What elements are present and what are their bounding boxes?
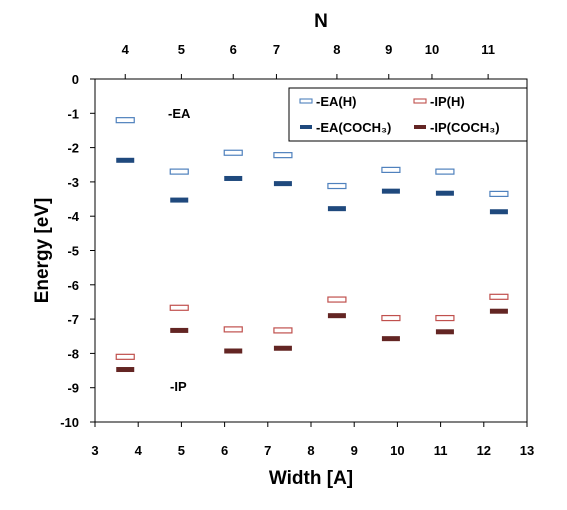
series-2-point: [327, 206, 346, 212]
y-tick-label: -4: [67, 209, 79, 224]
legend-label: -EA(H): [316, 94, 356, 109]
top-tick-label: 4: [122, 42, 130, 57]
y-tick-label: -8: [67, 346, 79, 361]
x-tick-label: 13: [520, 443, 534, 458]
x-tick-label: 5: [178, 443, 185, 458]
series-1-point: [115, 353, 135, 360]
top-tick-label: 7: [273, 42, 280, 57]
series-0-point: [435, 168, 455, 175]
series-3-point: [381, 336, 400, 342]
top-axis: 4 5 6 7 8 9 10 11: [122, 42, 495, 79]
y-tick-label: -7: [67, 312, 79, 327]
top-tick-label: 10: [425, 42, 439, 57]
series-1-point: [273, 327, 293, 334]
y-tick-label: -10: [60, 415, 79, 430]
y-tick-label: -9: [67, 381, 79, 396]
y-tick-label: 0: [72, 72, 79, 87]
legend-marker: [414, 125, 426, 129]
x-tick-label: 8: [307, 443, 314, 458]
annotation-ea: -EA: [168, 106, 191, 121]
legend: -EA(H) -IP(H) -EA(COCH₃) -IP(COCH₃): [288, 87, 528, 142]
series-0-point: [115, 117, 135, 124]
x-tick-label: 10: [390, 443, 404, 458]
y-axis: 0 -1 -2 -3 -4 -5 -6 -7 -8 -9 -10: [60, 72, 95, 430]
top-tick-label: 6: [230, 42, 237, 57]
series-3-point: [224, 348, 243, 354]
legend-marker: [299, 98, 313, 104]
y-tick-label: -6: [67, 278, 79, 293]
top-tick-label: 11: [481, 42, 495, 57]
y-axis-title: Energy [eV]: [32, 198, 53, 304]
series-3-point: [489, 308, 508, 314]
series-3-point: [116, 367, 135, 373]
series-0-point: [489, 190, 509, 198]
x-tick-label: 9: [351, 443, 358, 458]
x-tick-label: 11: [434, 443, 448, 458]
y-tick-label: -2: [67, 141, 79, 156]
annotation-ip: -IP: [170, 379, 187, 394]
x-tick-label: 3: [91, 443, 98, 458]
series-1-point: [489, 293, 509, 300]
series-3-point: [327, 313, 346, 319]
series-0-point: [381, 166, 401, 173]
series-2-point: [224, 175, 243, 181]
y-tick-label: -3: [67, 175, 79, 190]
series-2-point: [489, 209, 508, 215]
series-0-point: [327, 182, 347, 190]
series-0-point: [223, 149, 243, 156]
series-2-point: [435, 190, 454, 196]
series-2-point: [116, 157, 135, 163]
series-0-point: [169, 168, 189, 175]
legend-marker: [413, 98, 427, 104]
y-tick-label: -1: [67, 106, 79, 121]
x-tick-label: 4: [135, 443, 143, 458]
series-1-point: [435, 314, 455, 322]
x-tick-label: 7: [264, 443, 271, 458]
legend-label: -EA(COCH₃): [316, 120, 391, 135]
legend-box: [288, 87, 528, 142]
top-tick-label: 9: [385, 42, 392, 57]
legend-label: -IP(COCH₃): [430, 120, 500, 135]
top-tick-label: 8: [333, 42, 340, 57]
y-tick-label: -5: [67, 244, 79, 259]
x-axis: 3 4 5 6 7 8 9 10 11 12 13: [91, 422, 534, 458]
series-marks: [115, 117, 509, 373]
x-tick-label: 6: [221, 443, 228, 458]
series-3-point: [435, 329, 454, 335]
series-2-point: [273, 181, 292, 187]
series-3-point: [170, 327, 189, 333]
series-2-point: [381, 188, 400, 194]
series-1-point: [327, 296, 347, 303]
legend-label: -IP(H): [430, 94, 465, 109]
series-0-point: [273, 152, 293, 159]
series-1-point: [223, 326, 243, 333]
x-tick-label: 12: [477, 443, 491, 458]
top-tick-label: 5: [178, 42, 185, 57]
series-2-point: [170, 197, 189, 203]
series-3-point: [273, 345, 292, 351]
legend-marker: [300, 125, 312, 129]
x-axis-title: Width [A]: [269, 468, 353, 489]
top-axis-title: N: [314, 11, 328, 32]
series-1-point: [381, 314, 401, 322]
series-1-point: [169, 304, 189, 311]
